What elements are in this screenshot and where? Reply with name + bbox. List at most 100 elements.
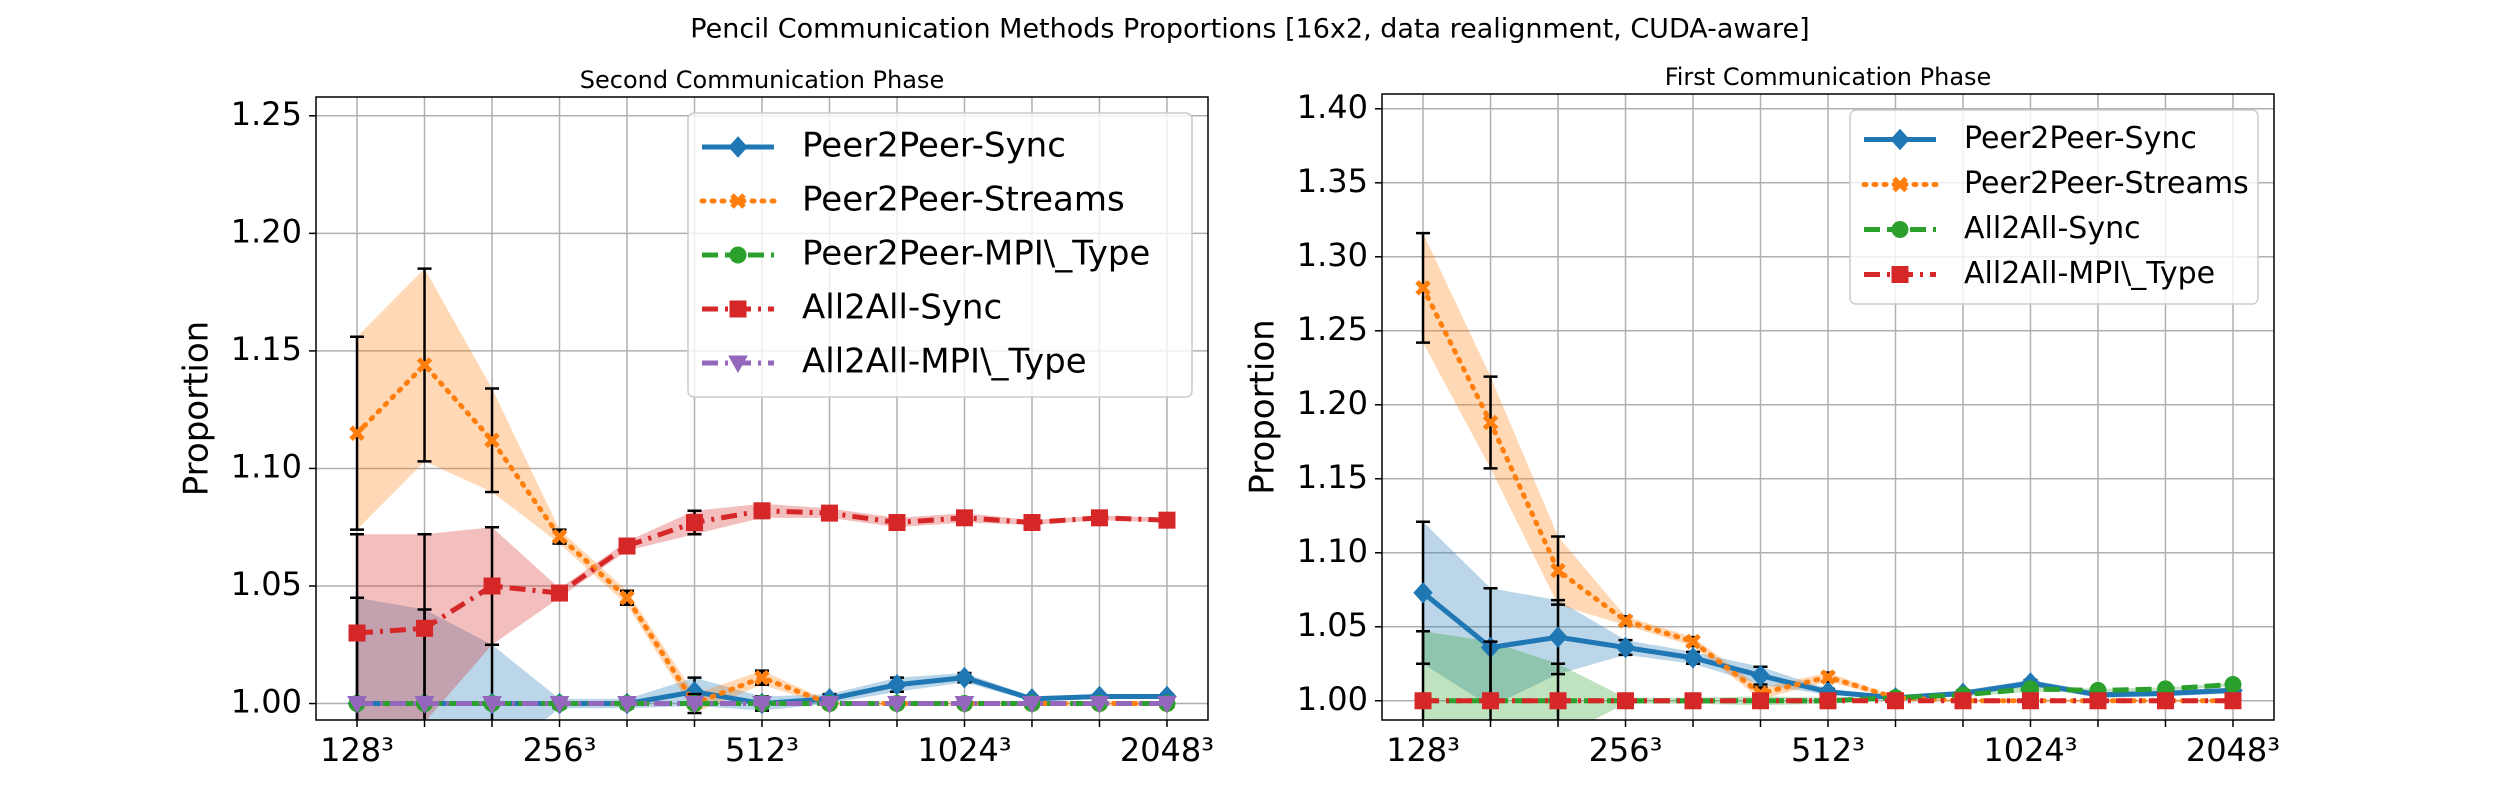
marker — [1482, 692, 1500, 710]
marker — [1548, 626, 1568, 648]
marker — [728, 136, 748, 158]
marker — [1415, 280, 1431, 296]
y-tick-label: 1.25 — [1297, 310, 1368, 348]
error-band — [357, 268, 1167, 713]
marker — [954, 696, 975, 714]
marker — [482, 696, 502, 714]
x-tick-label: 1024³ — [917, 731, 1011, 769]
y-tick-label: 1.30 — [1297, 236, 1368, 274]
y-tick-label: 1.15 — [1297, 458, 1368, 496]
y-tick-label: 1.35 — [1297, 162, 1368, 200]
subplot: First Communication Phase Proportion 1.00 1… — [1243, 63, 2281, 769]
marker — [1413, 581, 1433, 604]
y-tick-label: 1.05 — [231, 565, 302, 603]
marker — [551, 584, 569, 602]
legend: Peer2Peer-Sync Peer2Peer-Streams All2All-S… — [1849, 109, 2259, 305]
marker — [1022, 696, 1042, 714]
marker — [955, 509, 973, 527]
marker — [348, 624, 366, 642]
marker — [754, 669, 770, 686]
marker — [1090, 509, 1108, 527]
marker — [730, 193, 746, 209]
marker — [414, 696, 435, 714]
y-axis-label: Proportion — [1243, 319, 1283, 494]
marker — [617, 696, 637, 714]
marker — [752, 696, 772, 714]
x-tick-label: 256³ — [523, 731, 597, 769]
marker — [551, 528, 568, 545]
marker — [753, 502, 771, 520]
y-axis-label: Proportion — [177, 321, 217, 496]
legend-label: All2All-Sync — [1964, 211, 2141, 246]
y-tick-label: 1.10 — [1297, 532, 1368, 570]
marker — [1482, 414, 1499, 431]
marker — [1685, 633, 1701, 650]
subplot: Second Communication Phase Proportion 1.00… — [177, 66, 1215, 769]
marker — [416, 619, 434, 637]
marker — [1158, 511, 1176, 529]
marker — [1023, 514, 1041, 532]
x-tick-label: 2048³ — [1120, 731, 1214, 769]
marker — [484, 432, 500, 449]
x-tick-label: 512³ — [1791, 731, 1865, 769]
marker — [820, 504, 838, 522]
marker — [1752, 692, 1770, 710]
x-tick-label: 512³ — [725, 731, 799, 769]
subplot-title: Second Communication Phase — [580, 66, 944, 94]
marker — [1820, 669, 1836, 685]
y-tick-label: 1.10 — [231, 447, 302, 485]
legend-label: All2All-Sync — [802, 288, 1002, 328]
marker — [1890, 128, 1910, 151]
marker — [1886, 692, 1904, 710]
marker — [1683, 647, 1703, 669]
marker — [1684, 692, 1702, 710]
x-tick-label: 128³ — [320, 731, 394, 769]
marker — [728, 355, 748, 374]
legend-label: Peer2Peer-Sync — [1964, 121, 2197, 156]
marker — [1157, 696, 1177, 714]
marker — [686, 514, 704, 532]
axes-frame — [315, 96, 1209, 721]
legend-label: Peer2Peer-MPI\_Type — [802, 234, 1150, 274]
legend-label: All2All-MPI\_Type — [802, 342, 1087, 382]
marker — [1891, 221, 1909, 238]
marker — [549, 696, 570, 714]
marker — [416, 357, 433, 373]
marker — [483, 577, 501, 595]
marker — [1892, 176, 1908, 193]
marker — [1750, 664, 1771, 687]
marker — [1550, 562, 1566, 579]
axes-frame — [1381, 93, 2275, 721]
legend: Peer2Peer-Sync Peer2Peer-Streams Peer2Peer… — [687, 112, 1193, 398]
y-tick-label: 1.20 — [231, 212, 302, 250]
marker — [887, 696, 907, 714]
y-tick-label: 1.25 — [231, 95, 302, 133]
x-tick-label: 256³ — [1589, 731, 1663, 769]
marker — [1549, 692, 1567, 710]
marker — [684, 696, 705, 714]
legend-label: Peer2Peer-Sync — [802, 126, 1066, 166]
plot-area — [1413, 231, 2243, 720]
marker — [954, 666, 975, 689]
error-band — [357, 597, 1167, 720]
marker — [1414, 692, 1432, 710]
marker — [347, 696, 367, 714]
legend-frame — [687, 112, 1193, 398]
y-tick-label: 1.20 — [1297, 384, 1368, 422]
error-band — [1423, 521, 2233, 707]
marker — [618, 537, 636, 555]
marker — [887, 673, 907, 696]
marker — [349, 425, 365, 441]
marker — [2224, 675, 2242, 693]
marker — [2224, 692, 2242, 710]
legend-label: All2All-MPI\_Type — [1964, 256, 2215, 291]
marker — [1617, 613, 1634, 629]
y-tick-label: 1.00 — [1297, 680, 1368, 718]
marker — [1954, 692, 1972, 710]
marker — [2021, 692, 2039, 710]
y-tick-label: 1.40 — [1297, 88, 1368, 126]
x-tick-label: 2048³ — [2186, 731, 2280, 769]
y-tick-label: 1.05 — [1297, 606, 1368, 644]
y-tick-label: 1.15 — [231, 330, 302, 368]
